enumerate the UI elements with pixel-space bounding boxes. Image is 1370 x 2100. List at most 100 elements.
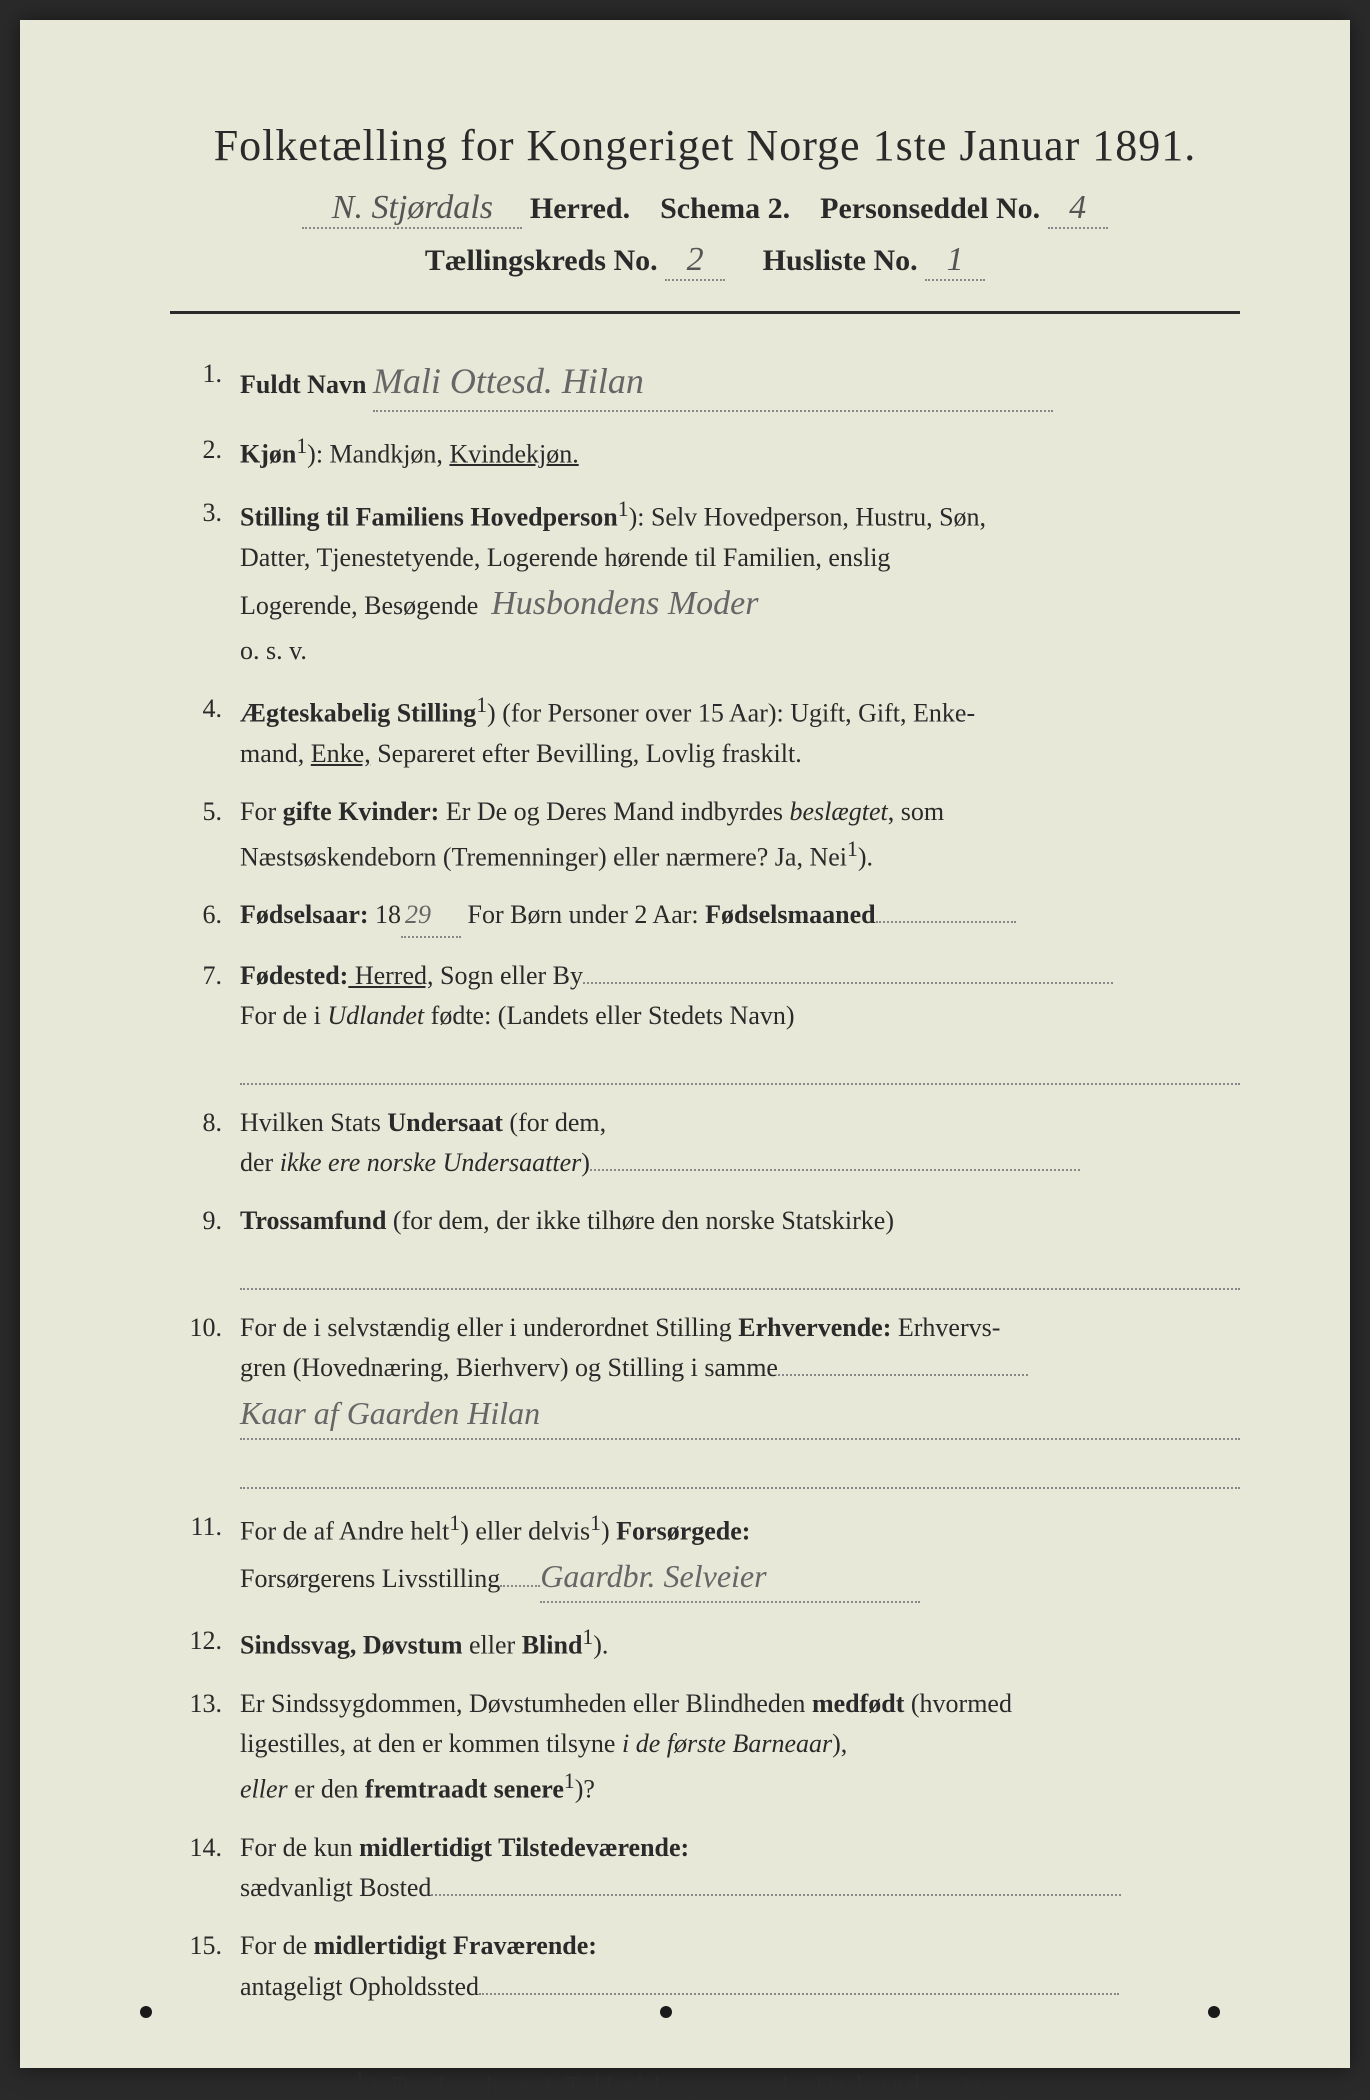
line3b: er den bbox=[288, 1774, 365, 1803]
schema-label: Schema 2. bbox=[660, 192, 790, 225]
kreds-no: 2 bbox=[665, 241, 725, 281]
husliste-label: Husliste No. bbox=[763, 244, 918, 277]
row-num: 3. bbox=[180, 493, 240, 533]
bold: Trossamfund bbox=[240, 1206, 386, 1235]
sup2: 1 bbox=[590, 1511, 601, 1535]
label: Fødselsaar: bbox=[240, 900, 369, 929]
sup: 1 bbox=[582, 1625, 593, 1649]
italic: ikke ere norske Undersaatter bbox=[280, 1148, 582, 1177]
row-13: 13. Er Sindssygdommen, Døvstumheden elle… bbox=[180, 1684, 1240, 1810]
blank bbox=[590, 1169, 1080, 1171]
hw: 29 bbox=[401, 895, 461, 937]
label: For bbox=[240, 797, 283, 826]
person-label: Personseddel No. bbox=[820, 192, 1040, 225]
bold: Undersaat bbox=[387, 1108, 503, 1137]
underlined: Enke, bbox=[311, 739, 371, 768]
bold: Sindssvag, Døvstum bbox=[240, 1631, 463, 1660]
census-form-page: Folketælling for Kongeriget Norge 1ste J… bbox=[20, 20, 1350, 2068]
row-9: 9. Trossamfund (for dem, der ikke tilhør… bbox=[180, 1201, 1240, 1290]
divider-line bbox=[170, 311, 1240, 314]
text2: For Børn under 2 Aar: bbox=[461, 900, 705, 929]
label: Ægteskabelig Stilling bbox=[240, 699, 476, 728]
end: ). bbox=[593, 1631, 608, 1660]
blank-line bbox=[240, 1048, 1240, 1084]
footnote-text: ) De for hvert Tilfælde passende Ord und… bbox=[369, 2073, 1056, 2099]
row-content: Trossamfund (for dem, der ikke tilhøre d… bbox=[240, 1201, 1240, 1290]
line4: o. s. v. bbox=[240, 636, 307, 665]
row-14: 14. For de kun midlertidigt Tilstedevære… bbox=[180, 1828, 1240, 1909]
text: (for dem, der ikke tilhøre den norske St… bbox=[386, 1206, 894, 1235]
bold1: gifte Kvinder: bbox=[283, 797, 440, 826]
blank bbox=[479, 1993, 1119, 1995]
row-num: 4. bbox=[180, 689, 240, 729]
sup: 1 bbox=[296, 434, 307, 458]
row-8: 8. Hvilken Stats Undersaat (for dem, der… bbox=[180, 1103, 1240, 1184]
sup: 1 bbox=[564, 1769, 575, 1793]
line1: ): Selv Hovedperson, Hustru, Søn, bbox=[629, 502, 986, 531]
herred-label: Herred. bbox=[530, 192, 630, 225]
text2: (for dem, bbox=[503, 1108, 606, 1137]
row-content: Er Sindssygdommen, Døvstumheden eller Bl… bbox=[240, 1684, 1240, 1810]
text2: ) eller delvis bbox=[460, 1516, 590, 1545]
row-num: 6. bbox=[180, 895, 240, 935]
sup: 1 bbox=[476, 693, 487, 717]
text1: Er De og Deres Mand indbyrdes bbox=[439, 797, 789, 826]
blank-line bbox=[240, 1254, 1240, 1290]
row-content: Kjøn1): Mandkjøn, Kvindekjøn. bbox=[240, 430, 1240, 475]
subtitle-line-2: Tællingskreds No. 2 Husliste No. 1 bbox=[170, 241, 1240, 281]
line2b: ) bbox=[581, 1148, 590, 1177]
italic1: beslægtet bbox=[790, 797, 888, 826]
end: ). bbox=[858, 842, 873, 871]
row-content: For de af Andre helt1) eller delvis1) Fo… bbox=[240, 1507, 1240, 1604]
prefix: 18 bbox=[369, 900, 402, 929]
row-7: 7. Fødested: Herred, Sogn eller By For d… bbox=[180, 956, 1240, 1085]
bold: Forsørgede: bbox=[616, 1516, 750, 1545]
page-title: Folketælling for Kongeriget Norge 1ste J… bbox=[170, 120, 1240, 171]
blank bbox=[778, 1374, 1028, 1376]
line2b: ), bbox=[832, 1729, 847, 1758]
row-num: 7. bbox=[180, 956, 240, 996]
row-4: 4. Ægteskabelig Stilling1) (for Personer… bbox=[180, 689, 1240, 774]
row-10: 10. For de i selvstændig eller i underor… bbox=[180, 1308, 1240, 1489]
underlined: Kvindekjøn. bbox=[449, 439, 578, 468]
blank-line bbox=[240, 1452, 1240, 1488]
row-content: For de i selvstændig eller i underordnet… bbox=[240, 1308, 1240, 1489]
herred-value: N. Stjørdals bbox=[302, 189, 522, 229]
row-content: Fødested: Herred, Sogn eller By For de i… bbox=[240, 956, 1240, 1085]
row-num: 14. bbox=[180, 1828, 240, 1868]
punch-hole-right bbox=[1208, 2006, 1220, 2018]
underlined: Herred, bbox=[348, 961, 433, 990]
text1: Er Sindssygdommen, Døvstumheden eller Bl… bbox=[240, 1689, 812, 1718]
line2a: der bbox=[240, 1148, 280, 1177]
label: Fødested: bbox=[240, 961, 348, 990]
husliste-no: 1 bbox=[925, 241, 985, 281]
row-5: 5. For gifte Kvinder: Er De og Deres Man… bbox=[180, 792, 1240, 877]
row-num: 5. bbox=[180, 792, 240, 832]
bold2: Blind bbox=[522, 1631, 583, 1660]
hw: Gaardbr. Selveier bbox=[540, 1552, 920, 1604]
text2b: Separeret efter Bevilling, Lovlig fraski… bbox=[371, 739, 802, 768]
kreds-label: Tællingskreds No. bbox=[425, 244, 658, 277]
row-num: 8. bbox=[180, 1103, 240, 1143]
row-num: 9. bbox=[180, 1201, 240, 1241]
text2a: mand, bbox=[240, 739, 311, 768]
label: Kjøn bbox=[240, 439, 296, 468]
text1: Hvilken Stats bbox=[240, 1108, 387, 1137]
bold: midlertidigt Tilstedeværende: bbox=[359, 1833, 689, 1862]
footnote: 1) De for hvert Tilfælde passende Ord un… bbox=[170, 2067, 1240, 2100]
blank bbox=[500, 1585, 540, 1587]
row-num: 2. bbox=[180, 430, 240, 470]
row-12: 12. Sindssvag, Døvstum eller Blind1). bbox=[180, 1621, 1240, 1666]
punch-hole-center bbox=[660, 2006, 672, 2018]
text: For de kun bbox=[240, 1833, 359, 1862]
punch-hole-left bbox=[140, 2006, 152, 2018]
row-content: For de midlertidigt Fraværende: antageli… bbox=[240, 1926, 1240, 2007]
label: Stilling til Familiens Hovedperson bbox=[240, 502, 618, 531]
form-body: 1. Fuldt Navn Mali Ottesd. Hilan 2. Kjøn… bbox=[170, 354, 1240, 2007]
bold1: medfødt bbox=[812, 1689, 904, 1718]
text2: (hvormed bbox=[904, 1689, 1012, 1718]
name-value: Mali Ottesd. Hilan bbox=[373, 354, 1053, 412]
bold2: fremtraadt senere bbox=[365, 1774, 564, 1803]
row-15: 15. For de midlertidigt Fraværende: anta… bbox=[180, 1926, 1240, 2007]
bold: Erhvervende: bbox=[738, 1313, 891, 1342]
